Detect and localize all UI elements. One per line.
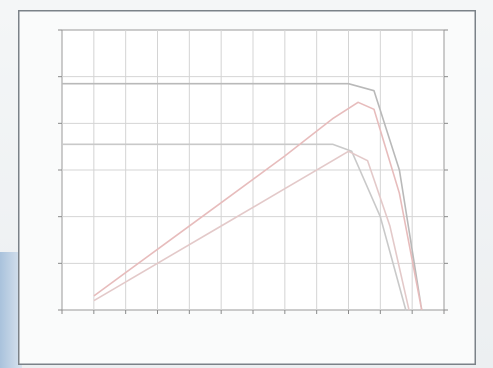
- series-line-2-left: [62, 143, 407, 311]
- series-line-4-right: [93, 150, 410, 311]
- series-line-1-left: [62, 82, 423, 311]
- iv-curve-chart: [18, 10, 476, 365]
- series-line-3-right: [93, 101, 423, 311]
- side-panel-strip: [0, 252, 22, 368]
- series-group: [62, 82, 423, 311]
- axis-ticks: [58, 29, 448, 314]
